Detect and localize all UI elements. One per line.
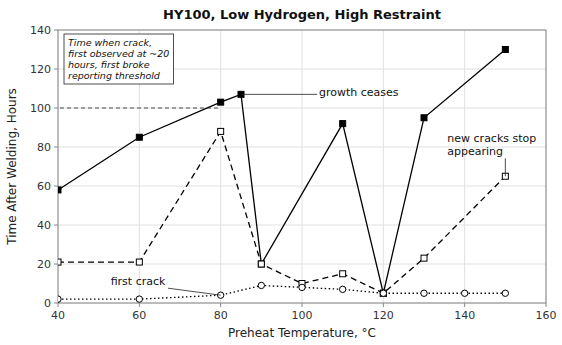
data bbox=[58, 47, 509, 303]
note-line: hours, first broke bbox=[68, 59, 150, 70]
x-axis-label: Preheat Temperature, °C bbox=[228, 326, 376, 340]
annotations: growth ceases new cracks stopappearing fir… bbox=[111, 86, 537, 295]
x-tick bbox=[383, 303, 384, 307]
marker bbox=[258, 261, 264, 267]
annotation: new cracks stopappearing bbox=[447, 132, 536, 158]
x-tick bbox=[302, 303, 303, 307]
note-leader bbox=[60, 108, 221, 109]
marker bbox=[218, 99, 224, 105]
series-line bbox=[58, 131, 505, 293]
note-line: reporting threshold bbox=[68, 70, 161, 81]
marker bbox=[502, 47, 508, 53]
marker bbox=[299, 284, 305, 290]
chart: 40 60 80 100 120 140 160 0 20 40 60 80 100 120 140 Preh… bbox=[0, 0, 562, 345]
y-tick bbox=[54, 147, 58, 148]
y-tick bbox=[54, 264, 58, 265]
y-tick-label: 60 bbox=[37, 180, 51, 193]
y-tick bbox=[54, 69, 58, 70]
axes: 40 60 80 100 120 140 160 0 20 40 60 80 100 120 140 bbox=[30, 24, 557, 322]
note: Time when crack,first observed at ~20hou… bbox=[60, 34, 221, 108]
marker bbox=[380, 290, 386, 296]
y-tick-label: 40 bbox=[37, 219, 51, 232]
y-tick-label: 80 bbox=[37, 141, 51, 154]
x-tick-label: 120 bbox=[373, 309, 394, 322]
annotation: growth ceases bbox=[319, 86, 399, 99]
x-tick bbox=[58, 303, 59, 307]
x-grid-line bbox=[464, 30, 465, 303]
marker bbox=[58, 187, 61, 193]
x-tick-label: 160 bbox=[536, 309, 557, 322]
annotation-leader bbox=[241, 94, 317, 95]
x-grid-line bbox=[220, 30, 221, 303]
marker bbox=[258, 282, 264, 288]
x-tick-label: 80 bbox=[214, 309, 228, 322]
y-tick-label: 100 bbox=[30, 102, 51, 115]
plot-frame bbox=[58, 30, 546, 303]
y-tick bbox=[54, 225, 58, 226]
annotation: first crack bbox=[111, 275, 166, 288]
y-grid-line bbox=[58, 108, 546, 109]
marker bbox=[380, 290, 386, 296]
y-grid-line bbox=[58, 264, 546, 265]
note-box bbox=[64, 34, 173, 84]
annotation-line: appearing bbox=[447, 145, 503, 158]
y-tick bbox=[54, 303, 58, 304]
x-tick-label: 100 bbox=[292, 309, 313, 322]
y-tick bbox=[54, 186, 58, 187]
x-tick-label: 60 bbox=[132, 309, 146, 322]
y-grid-line bbox=[58, 186, 546, 187]
y-tick-label: 0 bbox=[44, 297, 51, 310]
marker bbox=[461, 290, 467, 296]
y-tick-label: 20 bbox=[37, 258, 51, 271]
note-text: Time when crack,first observed at ~20hou… bbox=[68, 37, 169, 81]
y-tick-label: 140 bbox=[30, 24, 51, 37]
x-tick-label: 140 bbox=[454, 309, 475, 322]
y-tick-label: 120 bbox=[30, 63, 51, 76]
annotation-leader bbox=[505, 158, 506, 176]
marker bbox=[58, 296, 61, 302]
marker bbox=[340, 271, 346, 277]
marker bbox=[58, 259, 61, 265]
marker bbox=[380, 290, 386, 296]
x-tick-label: 40 bbox=[51, 309, 65, 322]
annotation-line: growth ceases bbox=[319, 86, 399, 99]
marker bbox=[218, 128, 224, 134]
marker bbox=[136, 134, 142, 140]
title: HY100, Low Hydrogen, High Restraint bbox=[163, 7, 441, 22]
x-tick bbox=[546, 303, 547, 307]
series-line bbox=[58, 50, 505, 294]
marker bbox=[421, 255, 427, 261]
annotation-line: new cracks stop bbox=[447, 132, 536, 145]
marker bbox=[258, 261, 264, 267]
marker bbox=[421, 115, 427, 121]
marker bbox=[339, 286, 345, 292]
x-grid-line bbox=[302, 30, 303, 303]
marker bbox=[502, 290, 508, 296]
annotation-line: first crack bbox=[111, 275, 166, 288]
y-tick bbox=[54, 108, 58, 109]
y-tick bbox=[54, 30, 58, 31]
marker bbox=[136, 296, 142, 302]
y-axis-label: Time After Welding, Hours bbox=[5, 88, 19, 246]
marker bbox=[421, 290, 427, 296]
x-tick bbox=[220, 303, 221, 307]
note-line: Time when crack, bbox=[68, 37, 152, 48]
note-line: first observed at ~20 bbox=[68, 48, 169, 59]
annotation-leader bbox=[168, 288, 221, 295]
x-tick bbox=[139, 303, 140, 307]
x-grid-line bbox=[383, 30, 384, 303]
grid bbox=[58, 30, 546, 303]
x-tick bbox=[464, 303, 465, 307]
marker bbox=[340, 121, 346, 127]
marker bbox=[136, 259, 142, 265]
y-grid-line bbox=[58, 225, 546, 226]
